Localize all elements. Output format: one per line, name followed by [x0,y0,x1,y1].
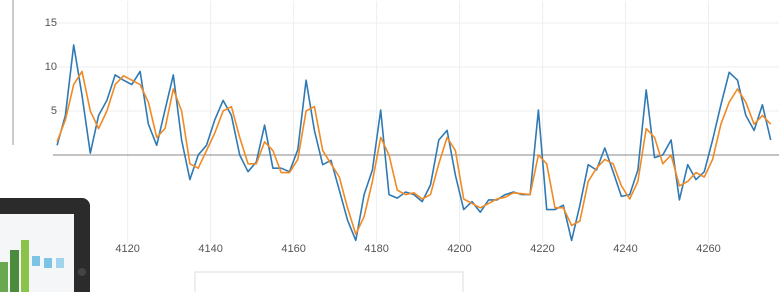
tablet-bar [44,258,52,268]
panel-box [195,272,463,292]
x-tick-label: 4200 [447,243,471,255]
tablet-bar [32,256,40,266]
x-tick-label: 4180 [364,243,388,255]
page: {"chart_data": {"type": "line", "x": [41… [0,0,782,292]
y-tick-label: 5 [51,105,57,117]
tablet-bar [21,240,29,292]
tablet-image [0,198,90,292]
y-tick-label: 15 [45,17,57,29]
data-line [57,45,771,240]
tablet-bar [10,250,19,292]
tablet-bar [56,258,64,268]
x-tick-label: 4260 [696,243,720,255]
y-tick-label: 10 [45,61,57,73]
chart: 4120 4140 4160 4180 4200 4220 4240 4260 5 10 15 [0,0,782,292]
x-tick-label: 4220 [530,243,554,255]
x-tick-label: 4240 [613,243,637,255]
tablet-bar [0,262,8,292]
x-tick-label: 4160 [281,243,305,255]
x-tick-label: 4140 [198,243,222,255]
x-tick-label: 4120 [115,243,139,255]
tablet-button [78,268,86,276]
